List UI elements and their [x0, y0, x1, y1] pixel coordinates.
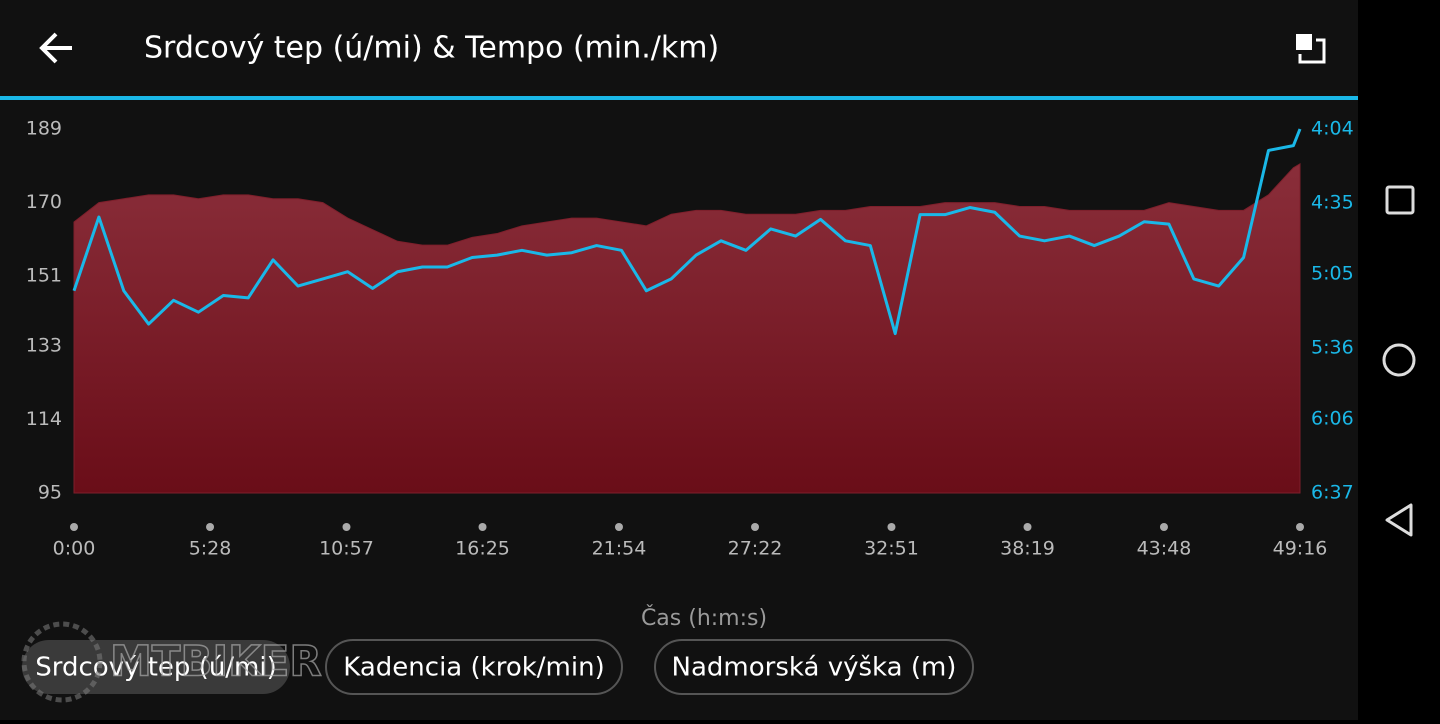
- x-tick-mark: [751, 523, 760, 531]
- metric-button[interactable]: [654, 639, 974, 695]
- watermark: MTBIKER: [110, 637, 322, 686]
- metric-button-label: Srdcový tep (ú/mi): [35, 653, 277, 683]
- y2-tick-label: 5:05: [1311, 263, 1354, 285]
- y2-tick-label: 6:37: [1311, 482, 1354, 504]
- x-tick-mark: [614, 523, 623, 531]
- x-tick-label: 10:57: [319, 538, 374, 560]
- x-tick-label: 21:54: [592, 538, 647, 560]
- x-tick-mark: [1023, 523, 1032, 531]
- x-tick-label: 49:16: [1273, 538, 1328, 560]
- x-tick-label: 0:00: [53, 538, 96, 560]
- metric-button[interactable]: [22, 640, 290, 694]
- metric-button-label: Kadencia (krok/min): [343, 653, 604, 683]
- y-tick-label: 170: [26, 191, 62, 213]
- y2-tick-label: 4:04: [1311, 118, 1354, 140]
- x-tick-mark: [342, 523, 351, 531]
- y2-tick-label: 6:06: [1311, 408, 1354, 430]
- nav-back-button[interactable]: [1385, 503, 1413, 537]
- expand-button[interactable]: [1296, 34, 1326, 64]
- y-tick-label: 95: [38, 482, 62, 504]
- header-title: Srdcový tep (ú/mi) & Tempo (min./km): [144, 31, 719, 66]
- x-tick-mark: [206, 523, 215, 531]
- x-tick-mark: [1159, 523, 1168, 531]
- x-tick-mark: [887, 523, 896, 531]
- pace-line: [72, 128, 1302, 336]
- home-button[interactable]: [1382, 343, 1416, 377]
- watermark-logo: [21, 621, 103, 703]
- x-tick-label: 43:48: [1137, 538, 1192, 560]
- x-tick-label: 27:22: [728, 538, 783, 560]
- x-tick-mark: [1296, 523, 1304, 531]
- x-axis-label: Čas (h:m:s): [641, 605, 767, 631]
- back-button[interactable]: [39, 32, 72, 64]
- header-divider: [0, 96, 1358, 100]
- chart: 95 114 133 151 170 189 4:04 4:35 5:05 5:36 6:06 6:3…: [26, 118, 1354, 560]
- recents-button[interactable]: [1385, 185, 1415, 215]
- x-tick-label: 5:28: [189, 538, 232, 560]
- heart-rate-area: [73, 162, 1301, 494]
- x-tick-label: 32:51: [864, 538, 919, 560]
- y-tick-label: 133: [26, 334, 62, 356]
- x-tick-label: 38:19: [1000, 538, 1055, 560]
- button-row: Srdcový tep (ú/mi) Kadencia (krok/min) N…: [22, 639, 974, 695]
- y-tick-label: 114: [26, 408, 62, 430]
- metric-button[interactable]: [325, 639, 623, 695]
- nav-bar: [1358, 0, 1440, 720]
- x-tick-mark: [70, 523, 78, 531]
- y2-tick-label: 4:35: [1311, 191, 1354, 213]
- y-tick-label: 151: [26, 265, 62, 287]
- y2-tick-label: 5:36: [1311, 336, 1354, 358]
- x-tick-label: 16:25: [455, 538, 510, 560]
- metric-button-label: Nadmorská výška (m): [672, 653, 957, 683]
- x-tick-mark: [478, 523, 487, 531]
- y-tick-label: 189: [26, 118, 62, 140]
